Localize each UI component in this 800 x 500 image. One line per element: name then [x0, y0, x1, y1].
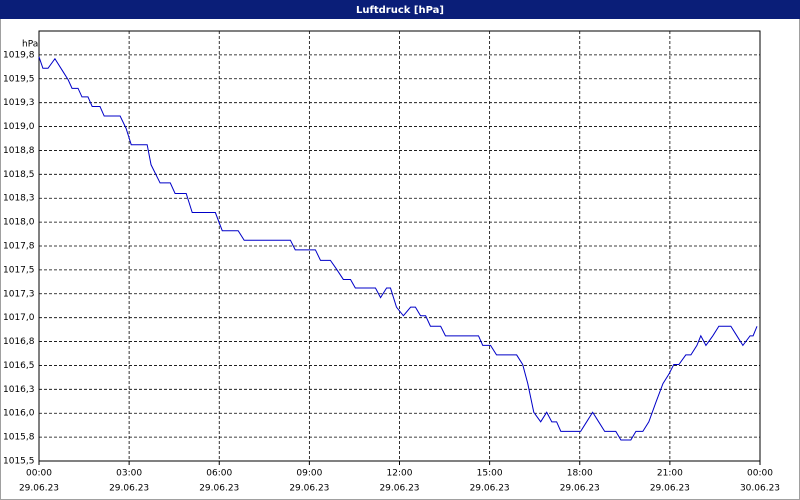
y-tick-label: 1017,8: [3, 242, 35, 252]
x-tick-label: 21:00: [657, 469, 683, 479]
title-bar: [0, 0, 800, 19]
y-tick-label: 1015,5: [3, 457, 35, 467]
x-tick-date: 29.06.23: [109, 484, 149, 494]
y-tick-label: 1018,3: [3, 194, 35, 204]
x-tick-date: 30.06.23: [740, 484, 780, 494]
y-tick-label: 1016,3: [3, 385, 35, 395]
y-tick-label: 1018,8: [3, 146, 35, 156]
y-tick-label: 1016,8: [3, 337, 35, 347]
x-tick-date: 29.06.23: [650, 484, 690, 494]
y-tick-label: 1019,5: [3, 74, 35, 84]
x-tick-label: 00:00: [747, 469, 773, 479]
y-tick-label: 1017,5: [3, 265, 35, 275]
y-tick-label: 1016,5: [3, 361, 35, 371]
x-tick-label: 03:00: [116, 469, 142, 479]
x-tick-date: 29.06.23: [470, 484, 510, 494]
x-tick-date: 29.06.23: [199, 484, 239, 494]
x-tick-date: 29.06.23: [19, 484, 59, 494]
y-tick-label: 1019,3: [3, 98, 35, 108]
x-tick-label: 00:00: [26, 469, 52, 479]
y-tick-label: 1019,8: [3, 50, 35, 60]
y-tick-label: 1015,8: [3, 433, 35, 443]
y-tick-label: 1017,0: [3, 313, 35, 323]
x-tick-label: 09:00: [296, 469, 322, 479]
x-tick-label: 15:00: [477, 469, 503, 479]
x-tick-date: 29.06.23: [289, 484, 329, 494]
x-tick-label: 12:00: [387, 469, 413, 479]
y-unit: hPa: [22, 40, 38, 50]
chart-title: Luftdruck [hPa]: [356, 5, 444, 16]
x-tick-label: 06:00: [206, 469, 232, 479]
y-tick-label: 1016,0: [3, 409, 35, 419]
x-tick-date: 29.06.23: [379, 484, 419, 494]
y-tick-label: 1018,5: [3, 170, 35, 180]
x-tick-label: 18:00: [567, 469, 593, 479]
data-line: [38, 56, 758, 441]
y-tick-label: 1017,3: [3, 289, 35, 299]
x-tick-date: 29.06.23: [560, 484, 600, 494]
y-tick-label: 1018,0: [3, 218, 35, 228]
y-tick-label: 1019,0: [3, 122, 35, 132]
